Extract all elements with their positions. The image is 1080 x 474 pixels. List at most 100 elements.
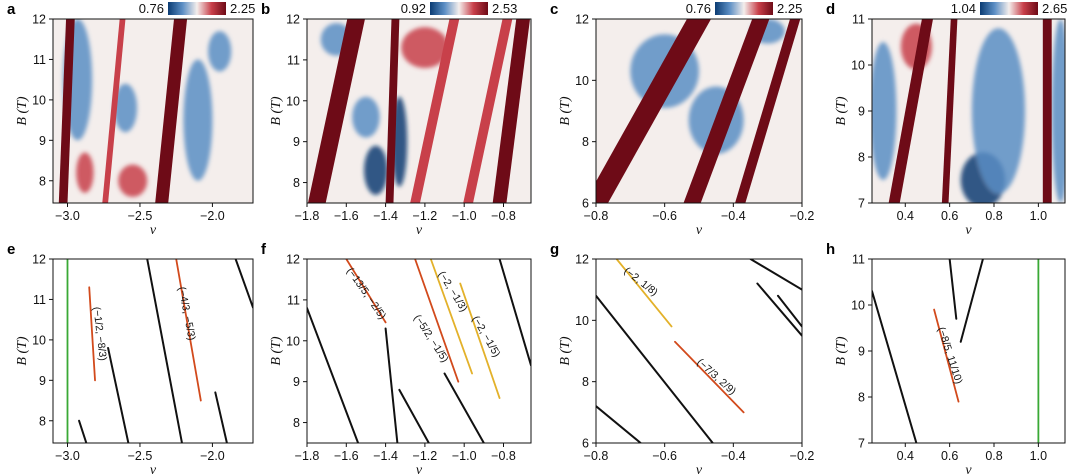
heatmap-region xyxy=(363,145,388,195)
series-line-black xyxy=(498,259,531,367)
plot-frame xyxy=(52,258,254,444)
y-tick-label: 11 xyxy=(287,53,300,67)
series-line-black xyxy=(872,290,918,443)
y-tick-label: 10 xyxy=(32,93,46,107)
x-tick-label: −0.4 xyxy=(721,209,746,223)
y-tick-label: 12 xyxy=(286,253,300,267)
x-tick-label: −2.5 xyxy=(128,449,153,463)
y-tick-label: 9 xyxy=(39,134,46,148)
x-tick-label: −1.0 xyxy=(452,209,477,223)
series-line-black xyxy=(78,419,88,443)
series-line-black xyxy=(959,259,984,343)
y-tick-label: 8 xyxy=(858,151,865,165)
y-tick-label: 6 xyxy=(582,437,589,451)
heatmap-band xyxy=(941,19,958,203)
line-annotation: (−2, −1/5) xyxy=(469,314,502,359)
heatmap-region xyxy=(971,28,1026,194)
series-line-yellow xyxy=(615,259,673,328)
heatmap-band xyxy=(410,19,460,203)
colorbar-min-label: 0.76 xyxy=(139,1,164,16)
x-tick-label: 0.8 xyxy=(985,449,1002,463)
line-annotation: (−5/2, −1/5) xyxy=(411,313,451,365)
panel-a: 0.76 2.25 −3.0 −2.5 −2.0 8 9 10 11 12 ν B (T) a xyxy=(7,1,255,238)
heatmap-band xyxy=(1042,19,1052,203)
y-tick-label: 12 xyxy=(575,253,589,267)
x-axis-label: ν xyxy=(150,463,157,474)
x-tick-label: −0.8 xyxy=(491,449,516,463)
series-line-black xyxy=(234,259,253,309)
colorbar-max-label: 2.65 xyxy=(1042,1,1067,16)
plot-frame xyxy=(306,258,532,444)
panel-label: e xyxy=(7,241,15,258)
y-tick-label: 9 xyxy=(293,135,300,149)
heatmap-band xyxy=(492,19,531,203)
colorbar-max-label: 2.25 xyxy=(777,1,802,16)
heatmap-region xyxy=(118,164,148,197)
series-line-black xyxy=(107,346,130,443)
x-axis-label: ν xyxy=(696,223,703,238)
heatmap-band xyxy=(888,19,934,203)
line-annotation: (−2, −1/3) xyxy=(435,269,469,314)
series-line-black xyxy=(596,294,714,443)
panel-label: c xyxy=(550,1,558,18)
colorbar-min-label: 0.76 xyxy=(686,1,711,16)
y-tick-label: 9 xyxy=(858,345,865,359)
series-line-black xyxy=(596,405,642,443)
y-axis-label: B (T) xyxy=(15,96,30,126)
x-axis-label: ν xyxy=(416,223,423,238)
x-tick-label: −1.2 xyxy=(413,209,438,223)
x-tick-label: −0.8 xyxy=(584,449,609,463)
x-tick-label: −0.6 xyxy=(652,209,677,223)
x-tick-label: −2.5 xyxy=(128,209,153,223)
x-tick-label: 0.6 xyxy=(941,209,958,223)
y-axis-label: B (T) xyxy=(558,96,573,126)
series-line-black xyxy=(749,259,802,291)
heatmap-region xyxy=(352,96,380,138)
x-tick-label: −1.2 xyxy=(413,449,438,463)
heatmap-region xyxy=(401,27,449,69)
series-line-yellow xyxy=(429,259,473,375)
x-tick-label: −1.4 xyxy=(373,449,398,463)
series-line-orange xyxy=(414,259,460,383)
line-annotation: (−7/3, 2/9) xyxy=(694,356,738,397)
y-tick-label: 10 xyxy=(286,94,300,108)
x-axis-label: ν xyxy=(696,463,703,474)
panel-c: 0.76 2.25 −0.8 −0.6 −0.4 −0.2 6 8 10 12 ν B (T) c xyxy=(550,1,814,238)
y-tick-label: 10 xyxy=(851,299,865,313)
x-tick-label: −0.2 xyxy=(790,449,815,463)
heatmap-band xyxy=(102,19,126,203)
x-tick-label: −0.6 xyxy=(652,449,677,463)
heatmap-region xyxy=(76,152,94,193)
y-tick-label: 12 xyxy=(32,253,46,267)
y-tick-label: 12 xyxy=(286,13,300,27)
colorbar-max-label: 2.25 xyxy=(230,1,255,16)
plot-frame xyxy=(871,258,1066,444)
heatmap-band xyxy=(58,19,75,203)
x-tick-label: −1.8 xyxy=(295,449,320,463)
y-axis-label: B (T) xyxy=(834,336,849,366)
x-axis-label: ν xyxy=(150,223,157,238)
series-line-orange xyxy=(175,259,202,402)
y-axis-label: B (T) xyxy=(269,336,284,366)
x-tick-label: −1.0 xyxy=(452,449,477,463)
y-tick-label: 8 xyxy=(39,414,46,428)
heatmap-region xyxy=(208,31,232,72)
x-tick-label: −1.6 xyxy=(334,209,359,223)
y-tick-label: 6 xyxy=(582,197,589,211)
y-axis-label: B (T) xyxy=(15,336,30,366)
panel-f: (−13/5, −2/5) (−5/2, −1/5)(−2, −1/3)(−2, … xyxy=(261,241,532,474)
series-line-black xyxy=(214,391,228,443)
y-axis-label: B (T) xyxy=(558,336,573,366)
panel-g: (−2, 1/8) (−7/3, 2/9) −0.8 −0.6 −0.4 −0.2 6 8 10… xyxy=(550,241,814,474)
y-tick-label: 12 xyxy=(32,13,46,27)
series-line-black xyxy=(948,259,958,320)
x-axis-label: ν xyxy=(965,223,972,238)
y-tick-label: 9 xyxy=(293,375,300,389)
y-tick-label: 9 xyxy=(39,374,46,388)
line-annotation: (−4/3, −5/3) xyxy=(175,286,197,342)
panel-d: 1.04 2.65 0.4 0.6 0.8 1.0 7 8 9 10 11 ν B (T) d xyxy=(826,1,1067,238)
y-tick-label: 10 xyxy=(32,333,46,347)
panel-label: d xyxy=(826,1,835,18)
series-line-black xyxy=(398,388,430,443)
colorbar-gradient xyxy=(168,2,226,15)
